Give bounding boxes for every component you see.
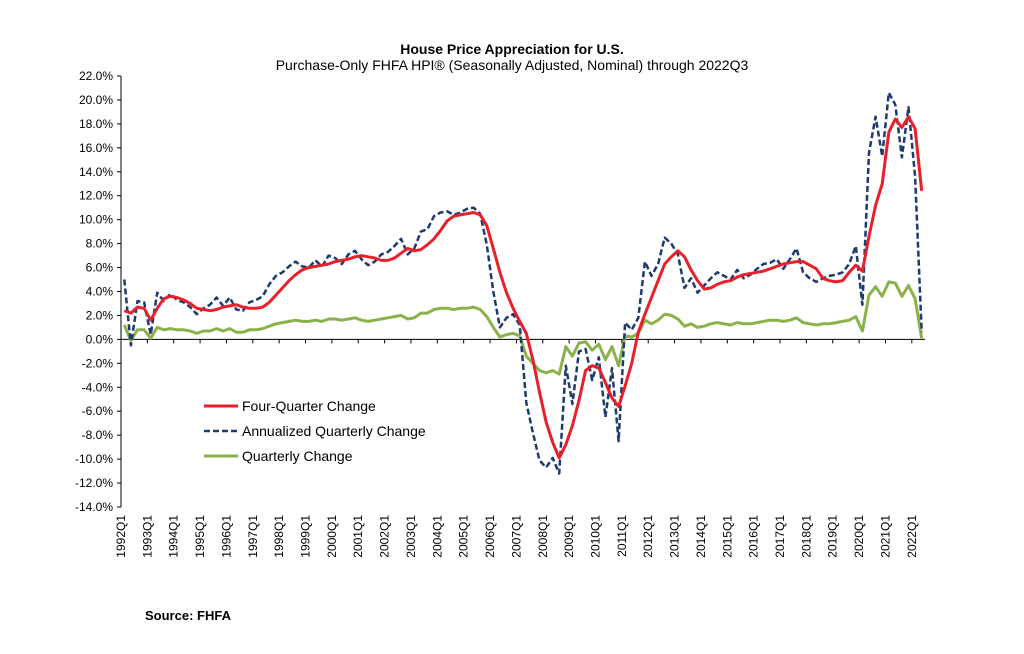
x-tick-label: 2010Q1 (588, 515, 602, 558)
y-tick-label: 18.0% (79, 117, 113, 131)
x-tick-label: 1993Q1 (140, 515, 154, 558)
y-tick-label: 10.0% (79, 213, 113, 227)
x-tick-label: 2019Q1 (826, 515, 840, 558)
x-tick-label: 2011Q1 (615, 515, 629, 557)
chart-title: House Price Appreciation for U.S. (400, 41, 624, 57)
x-tick-label: 2000Q1 (325, 515, 339, 558)
y-tick-label: 14.0% (79, 165, 113, 179)
x-tick-label: 2022Q1 (905, 515, 919, 558)
x-tick-label: 2005Q1 (457, 515, 471, 558)
x-tick-label: 1994Q1 (167, 515, 181, 558)
source-note: Source: FHFA (145, 608, 231, 623)
y-tick-label: 8.0% (86, 237, 114, 251)
series-line-2 (122, 280, 924, 376)
x-tick-label: 1996Q1 (219, 515, 233, 558)
y-tick-label: -2.0% (82, 356, 114, 370)
y-tick-label: 2.0% (86, 308, 114, 322)
x-tick-label: 1992Q1 (114, 515, 128, 558)
x-tick-label: 1997Q1 (246, 515, 260, 558)
y-tick-label: -10.0% (75, 452, 113, 466)
x-tick-label: 1998Q1 (272, 515, 286, 558)
x-tick-label: 2016Q1 (747, 515, 761, 558)
x-tick-label: 2006Q1 (483, 515, 497, 558)
chart-subtitle: Purchase-Only FHFA HPI® (Seasonally Adju… (275, 57, 749, 73)
x-tick-label: 2008Q1 (536, 515, 550, 558)
x-tick-label: 2002Q1 (378, 515, 392, 558)
series-line-0 (123, 115, 924, 460)
x-tick-label: 2004Q1 (430, 515, 444, 558)
y-tick-label: -14.0% (75, 500, 113, 514)
y-tick-label: 6.0% (86, 261, 114, 275)
x-tick-label: 2017Q1 (773, 515, 787, 558)
y-tick-label: -8.0% (82, 428, 114, 442)
x-tick-label: 2013Q1 (668, 515, 682, 558)
legend-label: Annualized Quarterly Change (242, 423, 426, 439)
x-tick-label: 2003Q1 (404, 515, 418, 558)
y-tick-label: 0.0% (86, 332, 114, 346)
y-tick-label: 4.0% (86, 285, 114, 299)
y-tick-label: 20.0% (79, 93, 113, 107)
x-tick-label: 2015Q1 (720, 515, 734, 558)
x-tick-label: 2020Q1 (852, 515, 866, 558)
y-tick-label: -12.0% (75, 476, 113, 490)
x-tick-label: 1999Q1 (299, 515, 313, 558)
legend-label: Quarterly Change (242, 448, 353, 464)
x-tick-label: 2007Q1 (509, 515, 523, 558)
x-tick-label: 2014Q1 (694, 515, 708, 558)
x-tick-label: 2009Q1 (562, 515, 576, 558)
legend-label: Four-Quarter Change (242, 398, 376, 414)
x-tick-label: 2018Q1 (799, 515, 813, 558)
y-tick-label: -4.0% (82, 380, 114, 394)
y-tick-label: 16.0% (79, 141, 113, 155)
x-tick-label: 2001Q1 (351, 515, 365, 558)
x-tick-label: 1995Q1 (193, 515, 207, 558)
series-line-1 (123, 91, 923, 475)
y-tick-label: 12.0% (79, 189, 113, 203)
x-tick-label: 2021Q1 (878, 515, 892, 558)
y-tick-label: -6.0% (82, 404, 114, 418)
y-tick-label: 22.0% (79, 69, 113, 83)
x-tick-label: 2012Q1 (641, 515, 655, 558)
